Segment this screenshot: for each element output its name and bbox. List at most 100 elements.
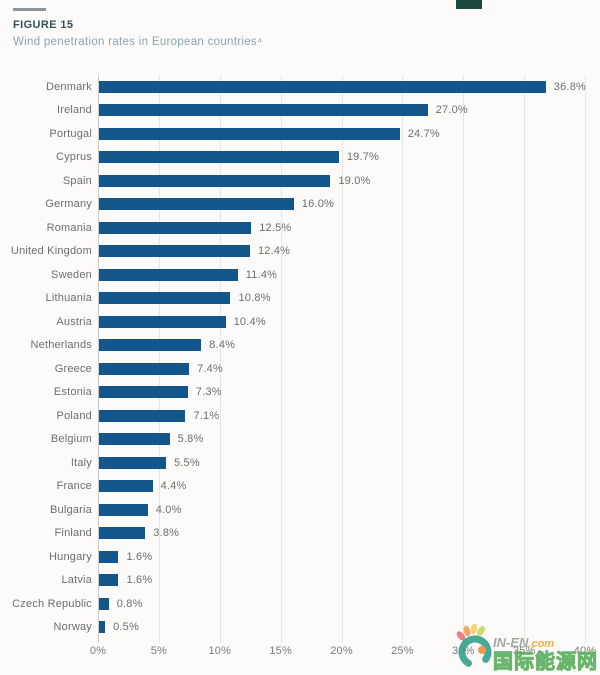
bar-track: 5.5%: [99, 451, 586, 475]
value-label: 7.1%: [193, 409, 220, 422]
bar: [99, 550, 119, 563]
bar: [99, 621, 106, 634]
value-label: 0.5%: [113, 621, 139, 634]
bar-track: 19.7%: [99, 146, 586, 170]
bar-track: 12.4%: [99, 240, 586, 264]
figure-header: FIGURE 15 Wind penetration rates in Euro…: [13, 8, 262, 48]
bar-row: Portugal 24.7%: [0, 122, 600, 146]
bar-row: Romania 12.5%: [0, 216, 600, 240]
country-label: Hungary: [49, 550, 92, 563]
bar-row: Cyprus 19.7%: [0, 146, 600, 170]
bar: [99, 362, 190, 375]
country-label: Germany: [45, 198, 92, 211]
value-label: 10.8%: [238, 292, 271, 305]
figure-label: FIGURE 15: [13, 19, 74, 31]
bar-row: Finland 3.8%: [0, 522, 600, 546]
bar-row: Ireland 27.0%: [0, 99, 600, 123]
bar-track: 4.0%: [99, 498, 586, 522]
bar-row: Italy 5.5%: [0, 451, 600, 475]
bar: [99, 456, 166, 469]
bar-rows: Denmark 36.8% Ireland 27.0% Portugal 24.7% Cyp…: [0, 75, 600, 639]
bar-row: Germany 16.0%: [0, 193, 600, 217]
bar-track: 4.4%: [99, 475, 586, 499]
bar: [99, 221, 252, 234]
gridline: [402, 75, 404, 643]
bar-row: Poland 7.1%: [0, 404, 600, 428]
bar-track: 16.0%: [99, 193, 586, 217]
x-tick-label: 5%: [150, 645, 168, 657]
bar: [99, 574, 119, 587]
watermark-brand-cn: 国际能源网: [493, 650, 598, 673]
bar-track: 10.4%: [99, 310, 586, 334]
bar: [99, 597, 109, 610]
value-label: 4.0%: [155, 503, 182, 516]
value-label: 19.0%: [338, 174, 371, 187]
gridline: [585, 75, 586, 643]
watermark-brand: IN-EN.com: [493, 634, 555, 650]
bar-track: 7.4%: [99, 357, 586, 381]
value-label: 4.4%: [160, 480, 187, 493]
country-label: Romania: [46, 221, 92, 234]
watermark-text: IN-EN.com 国际能源网: [493, 634, 598, 674]
header-dash: [13, 8, 46, 11]
value-label: 10.4%: [233, 315, 266, 328]
country-label: Belgium: [50, 433, 92, 446]
country-label: Czech Republic: [12, 597, 92, 610]
value-label: 5.8%: [177, 433, 204, 446]
bar: [99, 339, 202, 352]
page-corner-tab: [456, 0, 482, 9]
country-label: Austria: [56, 315, 92, 328]
bar-row: France 4.4%: [0, 475, 600, 499]
country-label: Norway: [53, 621, 92, 634]
country-label: Portugal: [49, 127, 92, 140]
bar-track: 3.8%: [99, 522, 586, 546]
bar: [99, 433, 170, 446]
bar-track: 10.8%: [99, 287, 586, 311]
bar: [99, 386, 188, 399]
bar-row: Latvia 1.6%: [0, 569, 600, 593]
bar-track: 19.0%: [99, 169, 586, 193]
country-label: Italy: [70, 456, 92, 469]
gridline: [280, 75, 282, 643]
country-label: Cyprus: [55, 151, 92, 164]
country-label: Spain: [62, 174, 92, 187]
bar-track: 36.8%: [99, 75, 586, 99]
bar-row: United Kingdom 12.4%: [0, 240, 600, 264]
bar-track: 5.8%: [99, 428, 586, 452]
bar-track: 8.4%: [99, 334, 586, 358]
in-en-logo-icon: [456, 624, 492, 669]
value-label: 7.3%: [195, 386, 222, 399]
watermark: IN-EN.com 国际能源网: [451, 624, 598, 674]
country-label: Finland: [54, 527, 92, 540]
bar: [99, 315, 226, 328]
bar-row: Greece 7.4%: [0, 357, 600, 381]
gridline: [158, 75, 160, 643]
country-label: Lithuania: [45, 292, 92, 305]
value-label: 11.4%: [245, 268, 278, 281]
bar: [99, 127, 400, 140]
bar-track: 1.6%: [99, 569, 586, 593]
value-label: 1.6%: [126, 550, 153, 563]
value-label: 36.8%: [553, 80, 586, 93]
bar-row: Sweden 11.4%: [0, 263, 600, 287]
bar-track: 27.0%: [99, 99, 586, 123]
bar: [99, 409, 186, 422]
wind-penetration-bar-chart: Denmark 36.8% Ireland 27.0% Portugal 24.7% Cyp…: [0, 75, 600, 663]
bar-row: Czech Republic 0.8%: [0, 592, 600, 616]
gridlines: [98, 75, 586, 643]
value-label: 7.4%: [197, 362, 223, 375]
bar-row: Belgium 5.8%: [0, 428, 600, 452]
value-label: 12.5%: [259, 221, 292, 234]
value-label: 1.6%: [126, 574, 153, 587]
bar: [99, 480, 153, 493]
country-label: Greece: [54, 362, 92, 375]
country-label: Denmark: [45, 80, 92, 93]
bar-row: Estonia 7.3%: [0, 381, 600, 405]
x-tick-label: 0%: [89, 645, 107, 657]
x-tick-label: 15%: [269, 645, 292, 657]
country-label: Poland: [56, 409, 92, 422]
bar-row: Netherlands 8.4%: [0, 334, 600, 358]
gridline: [98, 75, 99, 643]
bar-row: Denmark 36.8%: [0, 75, 600, 99]
bar: [99, 104, 428, 117]
